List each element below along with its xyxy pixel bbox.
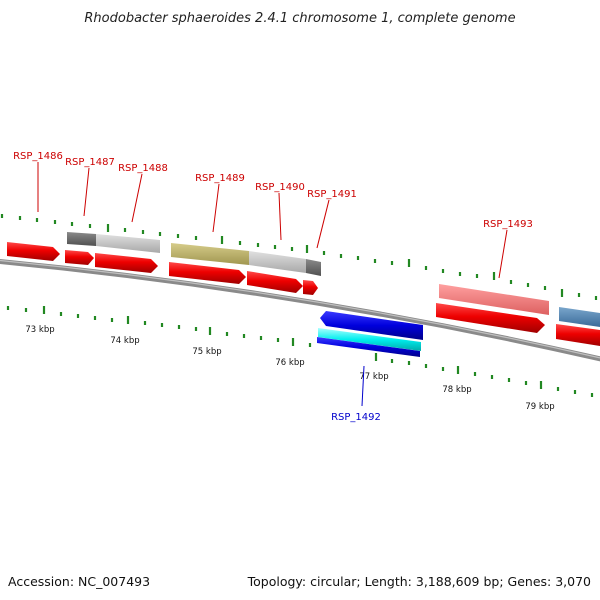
gene-label-rsp1491: RSP_1491 [307, 189, 357, 200]
forward-cds-track [7, 242, 600, 346]
accession-text: Accession: NC_007493 [8, 574, 150, 589]
feature-rsp1490-light [249, 251, 306, 273]
reverse-cds-track [317, 311, 423, 357]
upper-tick-track [0, 214, 598, 300]
scale-labels: 73 kbp 74 kbp 75 kbp 76 kbp 77 kbp 78 kb… [25, 325, 554, 412]
scale-label-78: 78 kbp [442, 385, 471, 395]
feature-rsp1492-blue-band [317, 337, 420, 357]
gene-label-rsp1493: RSP_1493 [483, 219, 533, 230]
scale-label-74: 74 kbp [110, 336, 139, 346]
scale-label-76: 76 kbp [275, 358, 304, 368]
gene-label-rsp1492: RSP_1492 [331, 412, 381, 423]
cds-rsp1487 [65, 250, 94, 265]
feature-rsp1491-dark [306, 259, 321, 276]
gene-label-rsp1490: RSP_1490 [255, 182, 305, 193]
feature-rsp1489-olive [171, 243, 249, 265]
cds-rsp1492 [320, 311, 423, 340]
scale-label-79: 79 kbp [525, 402, 554, 412]
chromosome-backbone [0, 258, 600, 362]
gene-label-rsp1487: RSP_1487 [65, 157, 115, 168]
gene-label-rsp1488: RSP_1488 [118, 163, 168, 174]
feature-rsp1487-light [96, 234, 160, 253]
gene-label-rsp1489: RSP_1489 [195, 173, 245, 184]
cds-rsp1490 [247, 271, 303, 293]
scale-label-77: 77 kbp [359, 372, 388, 382]
feature-rsp1487-dark [67, 232, 96, 246]
label-leaders [37, 162, 508, 407]
cds-rsp1488 [95, 253, 158, 273]
map-title: Rhodobacter sphaeroides 2.4.1 chromosome… [84, 11, 515, 26]
cds-next [556, 324, 600, 346]
cds-rsp1493 [436, 303, 545, 333]
topology-text: Topology: circular; Length: 3,188,609 bp… [247, 574, 591, 589]
scale-label-75: 75 kbp [192, 347, 221, 357]
cds-rsp1489 [169, 262, 246, 284]
lower-tick-track [6, 306, 594, 397]
scale-label-73: 73 kbp [25, 325, 54, 335]
feature-rsp1493-pink [439, 284, 549, 315]
annotation-track [67, 232, 600, 327]
gene-label-rsp1486: RSP_1486 [13, 151, 63, 162]
feature-steel [559, 307, 600, 327]
feature-rsp1492-cyan [318, 328, 421, 351]
gene-labels: RSP_1486 RSP_1487 RSP_1488 RSP_1489 RSP_… [13, 151, 533, 423]
cds-rsp1491 [303, 280, 318, 295]
cds-rsp1486 [7, 242, 60, 261]
